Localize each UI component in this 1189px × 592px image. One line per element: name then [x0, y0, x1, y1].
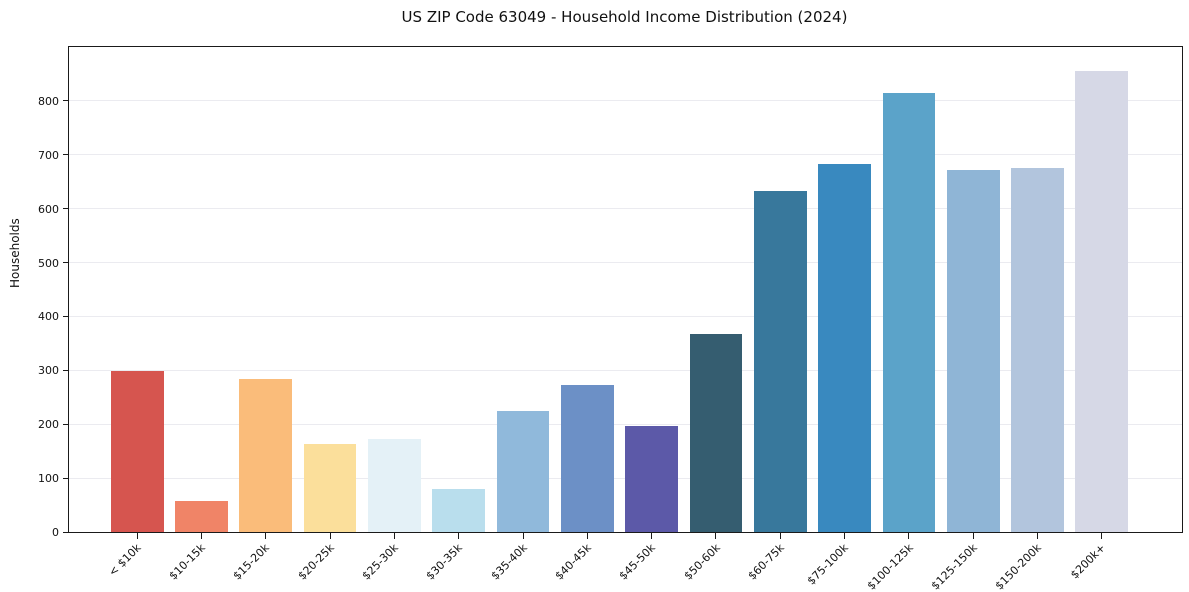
x-tick-mark: [1101, 533, 1103, 539]
x-tick-label-text: $125-150k: [928, 541, 980, 592]
x-tick-mark: [908, 533, 910, 539]
bar: [239, 378, 293, 532]
bar: [1011, 167, 1064, 532]
bar: [689, 333, 743, 532]
x-tick-label-text: $35-40k: [488, 541, 530, 583]
x-tick-label-text: $150-200k: [992, 541, 1045, 592]
gridline: [69, 369, 1182, 371]
x-tick-mark: [1037, 533, 1039, 539]
y-tick-mark: [63, 315, 69, 317]
gridline: [69, 208, 1182, 210]
y-tick-mark: [63, 369, 69, 371]
x-tick-label-text: $10-15k: [166, 541, 208, 583]
y-tick-label: 0: [52, 526, 59, 539]
x-tick-mark: [522, 533, 524, 539]
x-tick-label-text: < $10k: [106, 541, 144, 579]
y-tick-label: 100: [38, 472, 59, 486]
bar: [560, 384, 614, 532]
x-tick-label-text: $20-25k: [295, 541, 337, 583]
x-tick-mark: [715, 533, 717, 539]
x-tick-mark: [586, 533, 588, 539]
x-tick-label-text: $60-75k: [745, 541, 787, 583]
bar: [1075, 70, 1129, 532]
x-tick-mark: [972, 533, 974, 539]
bar: [946, 170, 1000, 532]
bar: [368, 438, 421, 532]
x-tick-mark: [329, 533, 331, 539]
y-tick-label: 700: [38, 148, 59, 162]
y-tick-label: 600: [38, 202, 59, 216]
gridline: [69, 154, 1182, 156]
bar: [303, 444, 357, 532]
x-tick-label-text: $100-125k: [864, 541, 916, 592]
y-tick-mark: [63, 154, 69, 156]
x-tick-label-text: $15-20k: [231, 541, 273, 583]
bar: [175, 501, 228, 532]
plot-area: 0 100 200 300 400 500 600 700 800 < $10k $10-15k $1…: [38, 46, 1183, 592]
chart-title: US ZIP Code 63049 - Household Income Dis…: [401, 8, 848, 26]
y-tick-label: 800: [38, 94, 59, 108]
y-tick-mark: [63, 262, 69, 264]
bar: [818, 164, 871, 532]
y-tick-label: 300: [38, 364, 59, 378]
x-tick-mark: [458, 533, 460, 539]
x-tick-label-text: $50-60k: [681, 541, 723, 583]
gridline: [69, 100, 1182, 102]
y-tick-label: 500: [38, 256, 59, 270]
x-tick-mark: [393, 533, 395, 539]
x-tick-label-text: $25-30k: [359, 541, 401, 583]
y-tick-label: 400: [38, 310, 59, 324]
y-tick-label: 200: [38, 418, 59, 432]
x-tick-label-text: $75-100k: [804, 541, 852, 588]
y-tick-mark: [63, 531, 69, 533]
gridline: [69, 315, 1182, 317]
x-tick-label-text: $30-35k: [423, 541, 466, 583]
x-tick-label-text: $45-50k: [616, 541, 659, 583]
x-tick-mark: [265, 533, 267, 539]
x-tick-mark: [136, 533, 138, 539]
bar: [882, 92, 936, 532]
bar: [625, 425, 679, 532]
gridline: [69, 262, 1182, 264]
x-tick-label-text: $200k+: [1068, 541, 1109, 582]
x-tick-mark: [779, 533, 781, 539]
bar: [110, 370, 164, 532]
y-tick-mark: [63, 100, 69, 102]
bar: [496, 410, 550, 532]
y-tick-mark: [63, 477, 69, 479]
y-tick-mark: [63, 423, 69, 425]
bar: [753, 191, 807, 532]
y-tick-mark: [63, 208, 69, 210]
gridline: [69, 423, 1182, 425]
x-tick-mark: [844, 533, 846, 539]
bar: [432, 488, 486, 532]
x-tick-mark: [200, 533, 202, 539]
x-tick-mark: [651, 533, 653, 539]
x-tick-label-text: $40-45k: [552, 541, 594, 583]
